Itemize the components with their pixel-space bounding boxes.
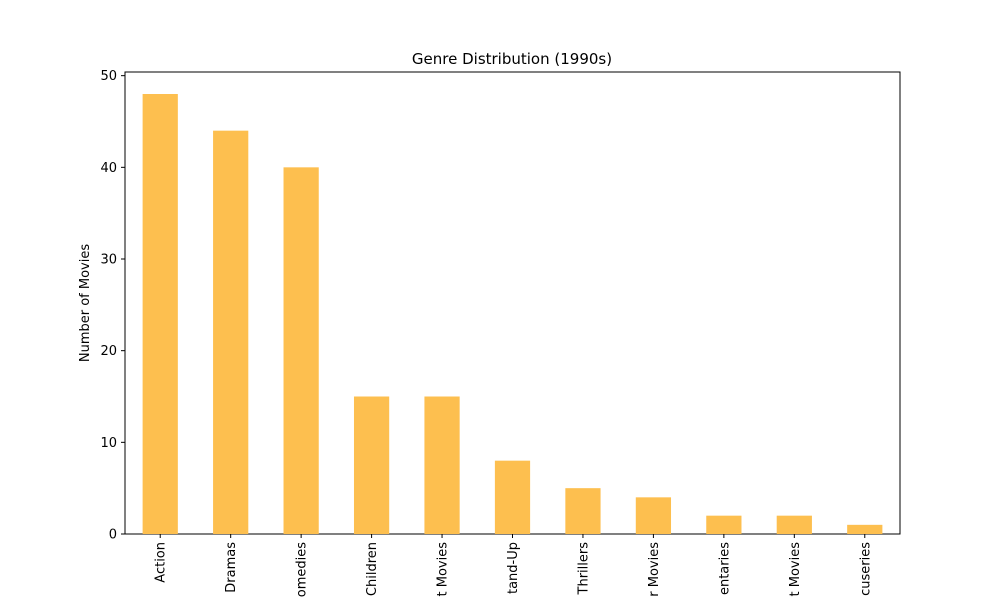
bar bbox=[706, 515, 742, 534]
x-tick-label: tand-Up bbox=[506, 542, 521, 594]
bar bbox=[213, 130, 249, 534]
x-tick-label: omedies bbox=[295, 542, 310, 597]
bar bbox=[565, 488, 601, 534]
bar bbox=[353, 396, 390, 534]
y-tick-label: 10 bbox=[100, 436, 117, 451]
y-tick-label: 30 bbox=[100, 253, 117, 268]
x-tick-label: Children bbox=[365, 542, 380, 596]
bar bbox=[776, 515, 812, 534]
bar bbox=[494, 460, 531, 534]
x-tick-label: entaries bbox=[717, 542, 732, 595]
y-tick-label: 40 bbox=[100, 161, 117, 176]
bar bbox=[142, 94, 178, 534]
y-axis-label: Number of Movies bbox=[78, 244, 93, 362]
bar bbox=[847, 524, 883, 534]
y-tick-label: 20 bbox=[100, 344, 117, 359]
y-tick-label: 0 bbox=[109, 528, 117, 543]
x-tick-label: r Movies bbox=[647, 542, 662, 597]
chart-title: Genre Distribution (1990s) bbox=[412, 50, 612, 68]
bar bbox=[283, 167, 319, 535]
bar bbox=[424, 396, 460, 534]
x-tick-label: cuseries bbox=[858, 542, 873, 596]
x-tick-label: Thrillers bbox=[576, 542, 591, 596]
x-tick-label: t Movies bbox=[436, 542, 451, 597]
x-tick-label: Dramas bbox=[224, 542, 239, 593]
x-tick-label: t Movies bbox=[788, 542, 803, 597]
bar bbox=[635, 497, 672, 534]
x-tick-label: Action bbox=[154, 542, 169, 583]
y-tick-label: 50 bbox=[100, 69, 117, 84]
